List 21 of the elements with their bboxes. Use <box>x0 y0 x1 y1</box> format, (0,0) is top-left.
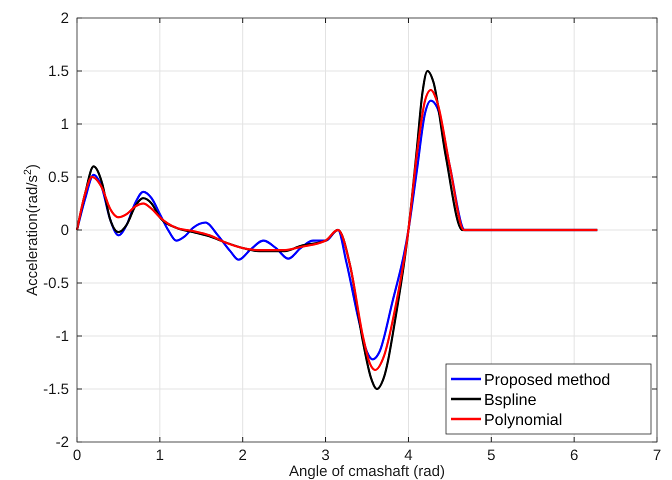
legend-label: Polynomial <box>484 412 562 429</box>
y-tick-label: 1 <box>60 116 69 133</box>
y-tick-label: -0.5 <box>43 275 69 292</box>
x-tick-label: 2 <box>238 447 247 464</box>
y-tick-label: 2 <box>60 10 69 27</box>
y-tick-label: 0.5 <box>48 169 69 186</box>
legend-label: Bspline <box>484 392 537 409</box>
y-tick-label: -1 <box>56 328 69 345</box>
y-tick-label: -2 <box>56 434 69 451</box>
x-tick-label: 0 <box>72 447 82 464</box>
x-tick-label: 3 <box>321 447 330 464</box>
x-tick-label: 4 <box>404 447 413 464</box>
x-tick-label: 6 <box>570 447 578 464</box>
x-tick-label: 1 <box>156 447 164 464</box>
y-tick-label: -1.5 <box>43 381 69 398</box>
legend-label: Proposed method <box>484 372 610 389</box>
x-tick-label: 5 <box>487 447 496 464</box>
y-tick-label: 0 <box>60 222 69 239</box>
y-tick-label: 1.5 <box>48 63 69 80</box>
x-tick-label: 7 <box>652 447 662 464</box>
x-axis-title: Angle of cmashaft (rad) <box>289 463 445 480</box>
